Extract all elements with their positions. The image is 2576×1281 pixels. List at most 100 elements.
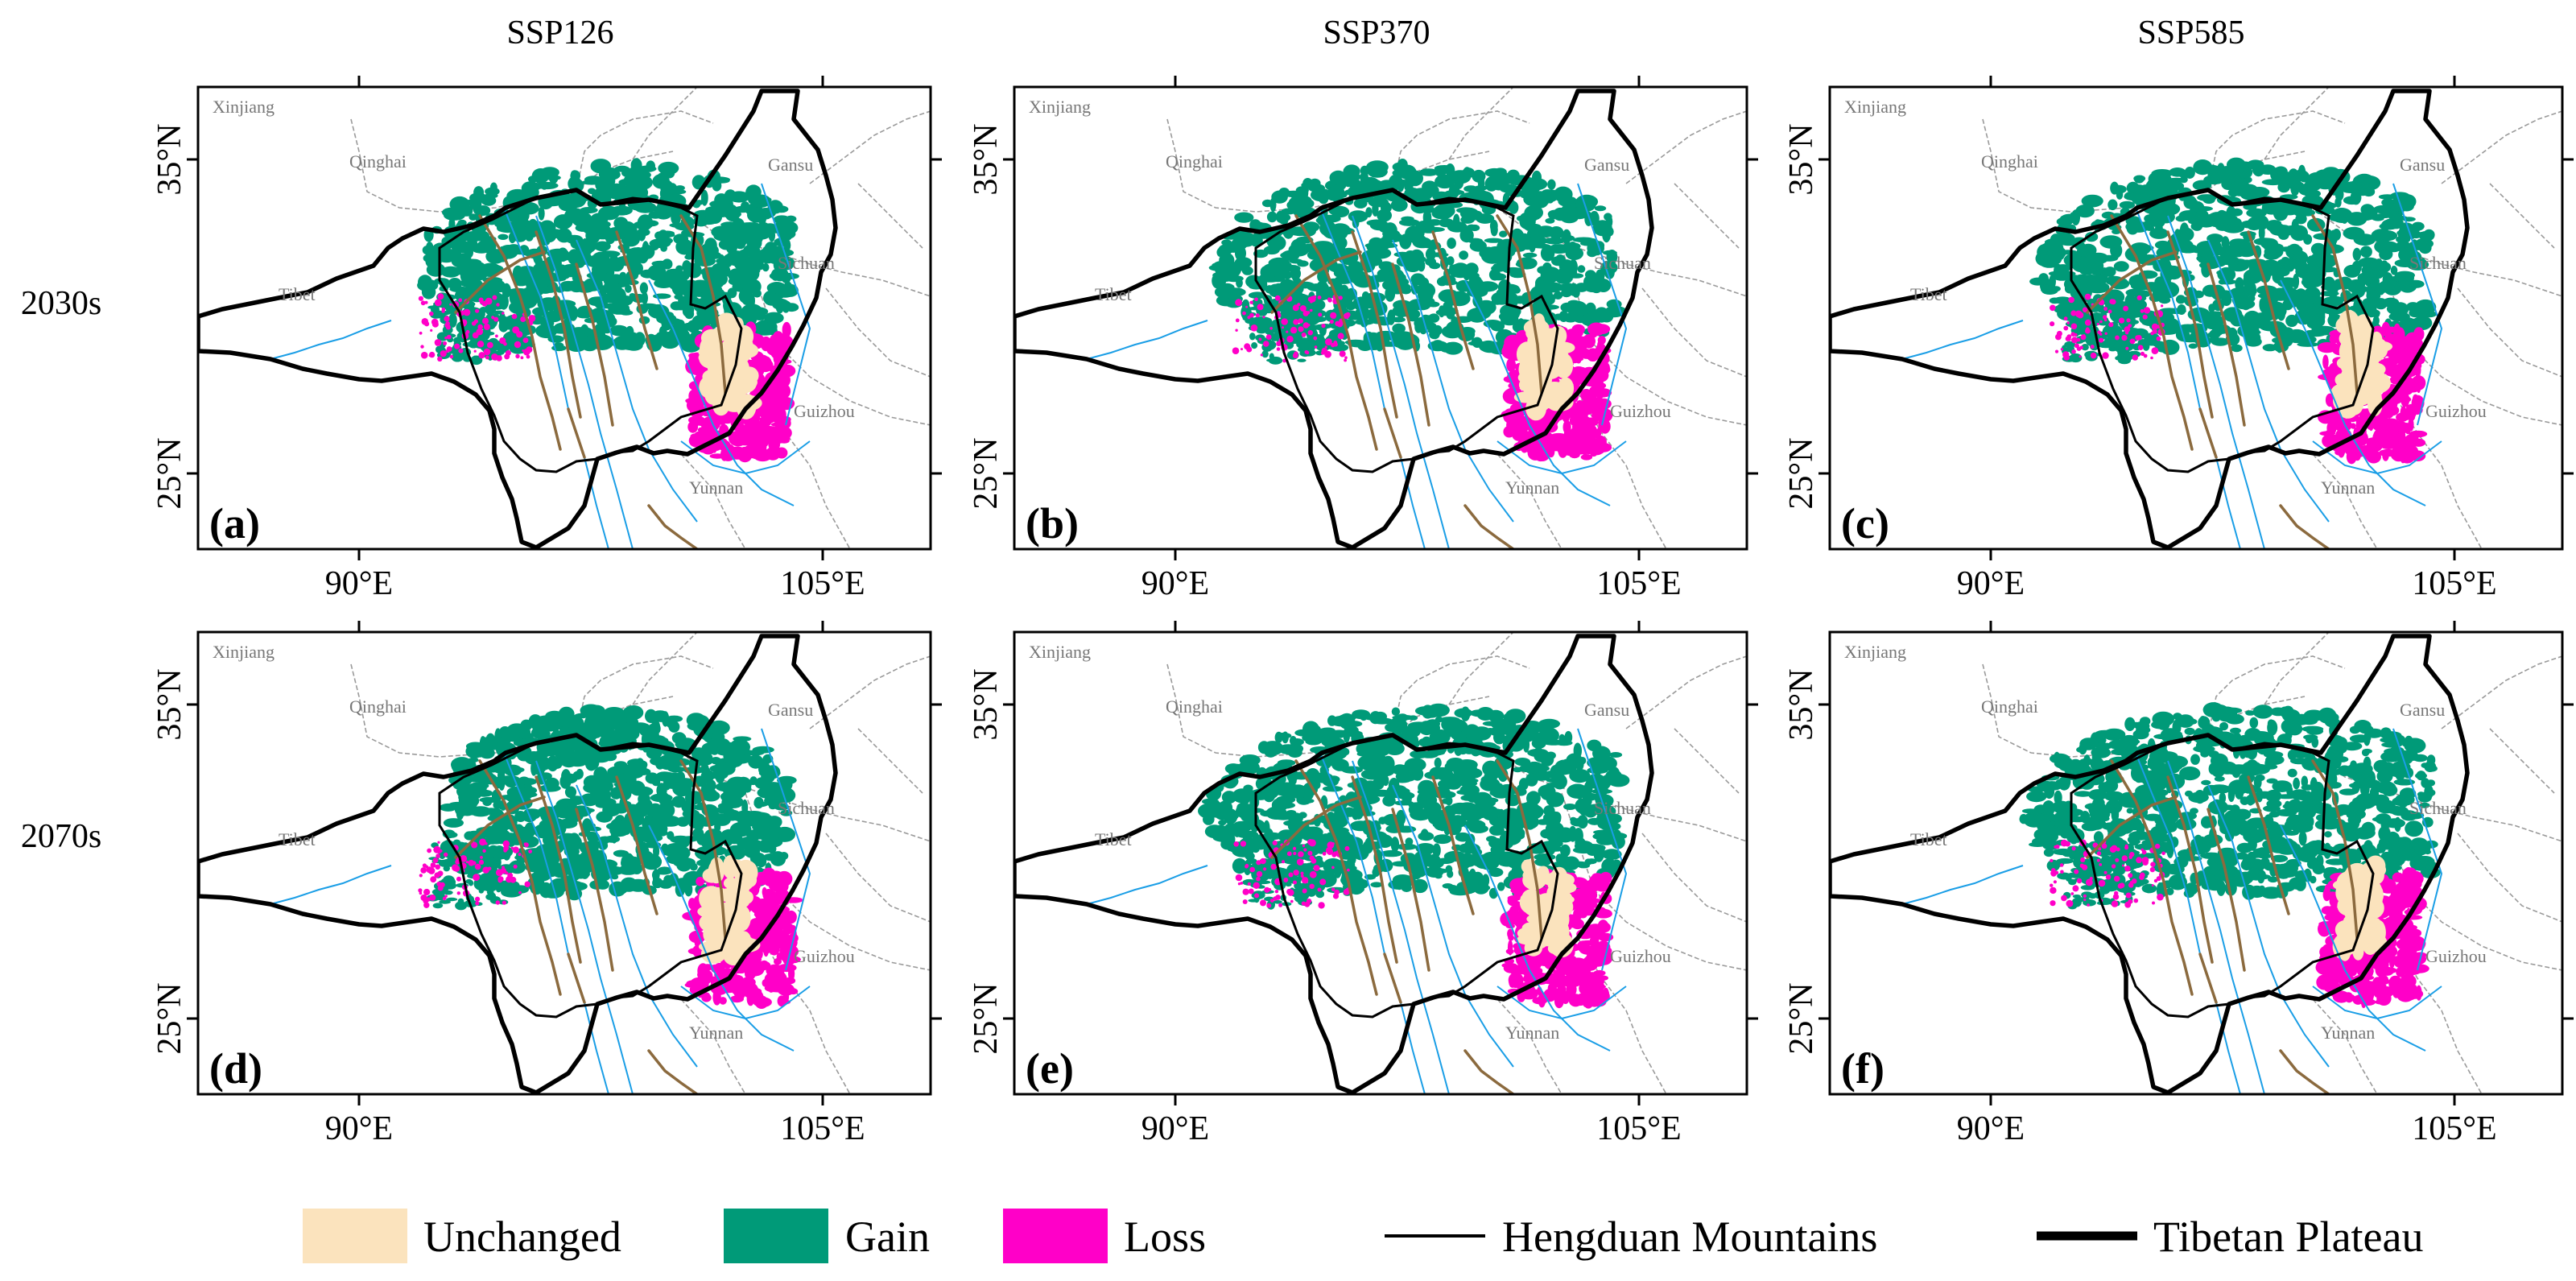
province-border bbox=[1448, 87, 1514, 160]
fault-line bbox=[567, 407, 586, 459]
fault-line bbox=[2110, 214, 2194, 451]
fault-line bbox=[535, 230, 582, 419]
map-panels: Xinjiang Qinghai Gansu Sichuan Tibet Guizhou Y… bbox=[151, 76, 2574, 1147]
river-line bbox=[1392, 784, 1514, 1068]
y-tick-label: 35°N bbox=[151, 668, 188, 740]
fault-line bbox=[1391, 808, 1430, 972]
panel-label: (b) bbox=[1026, 499, 1079, 548]
panel-frame bbox=[1828, 85, 2564, 551]
river-line bbox=[648, 824, 795, 1052]
fault-line bbox=[1351, 775, 1398, 964]
province-border bbox=[825, 287, 931, 378]
province-border bbox=[1496, 453, 1563, 549]
province-border bbox=[2264, 632, 2330, 705]
province-border bbox=[2312, 752, 2562, 842]
river-line bbox=[2207, 239, 2330, 523]
label-gansu: Gansu bbox=[768, 155, 813, 175]
column-header-ssp370: SSP370 bbox=[1323, 14, 1430, 52]
fault-line bbox=[535, 775, 582, 964]
province-border bbox=[2441, 655, 2562, 729]
label-gansu: Gansu bbox=[1584, 155, 1629, 175]
province-border bbox=[576, 110, 714, 191]
gain-area bbox=[1208, 159, 1626, 365]
river-line bbox=[2207, 784, 2330, 1068]
plateau-boundary bbox=[1014, 89, 1654, 549]
plateau-boundary bbox=[198, 634, 838, 1094]
province-border bbox=[745, 247, 931, 426]
fault-line bbox=[615, 230, 658, 370]
province-border bbox=[576, 655, 714, 736]
province-border bbox=[1166, 118, 1490, 213]
river-line bbox=[1086, 865, 1208, 905]
fault-line bbox=[478, 759, 562, 996]
label-sichuan: Sichuan bbox=[778, 798, 835, 818]
map-panel-d: Xinjiang Qinghai Gansu Sichuan Tibet Guizhou Y… bbox=[151, 621, 942, 1147]
river-line bbox=[503, 752, 609, 1094]
province-border bbox=[1674, 728, 1740, 794]
province-border bbox=[1625, 655, 1747, 729]
river-line bbox=[1352, 215, 1450, 549]
province-border bbox=[857, 728, 923, 794]
river-line bbox=[2280, 824, 2426, 1052]
label-qinghai: Qinghai bbox=[1166, 696, 1223, 717]
province-border bbox=[632, 87, 698, 160]
legend-hengduan-label: Hengduan Mountains bbox=[1502, 1213, 1877, 1261]
y-tick-label: 25°N bbox=[151, 437, 188, 509]
fault-line bbox=[575, 262, 614, 427]
fault-line bbox=[1270, 250, 1362, 314]
province-border bbox=[1166, 663, 1490, 758]
legend-loss-swatch bbox=[1003, 1209, 1108, 1263]
unchanged-area bbox=[1517, 859, 1577, 958]
x-tick-label: 90°E bbox=[1957, 1110, 2025, 1147]
label-guizhou: Guizhou bbox=[794, 946, 855, 966]
y-tick-label: 35°N bbox=[968, 123, 1005, 195]
panel-frame bbox=[196, 85, 932, 551]
x-tick-label: 90°E bbox=[325, 565, 393, 602]
river-line bbox=[1577, 183, 1628, 426]
label-guizhou: Guizhou bbox=[794, 401, 855, 421]
river-line bbox=[270, 320, 392, 360]
river-line bbox=[1577, 728, 1628, 971]
label-xinjiang: Xinjiang bbox=[213, 642, 275, 662]
unchanged-area bbox=[697, 855, 761, 966]
x-tick-label: 105°E bbox=[780, 1110, 865, 1147]
label-qinghai: Qinghai bbox=[1166, 151, 1223, 171]
fault-line bbox=[575, 808, 614, 972]
legend-plateau-label: Tibetan Plateau bbox=[2153, 1213, 2423, 1261]
river-line bbox=[2135, 752, 2241, 1094]
river-line bbox=[2312, 440, 2442, 475]
river-line bbox=[761, 728, 811, 971]
label-yunnan: Yunnan bbox=[689, 1023, 743, 1043]
fault-line bbox=[2247, 230, 2290, 370]
province-border bbox=[1674, 183, 1740, 249]
fault-line bbox=[454, 795, 546, 859]
province-border bbox=[350, 663, 674, 758]
panel-label: (d) bbox=[209, 1044, 262, 1093]
river-line bbox=[535, 215, 634, 549]
province-border bbox=[809, 655, 931, 729]
map-panel-e: Xinjiang Qinghai Gansu Sichuan Tibet Guizhou Y… bbox=[968, 621, 1758, 1147]
river-line bbox=[1496, 986, 1627, 1020]
legend-gain-swatch bbox=[724, 1209, 828, 1263]
province-border bbox=[809, 110, 931, 184]
river-line bbox=[2135, 207, 2241, 549]
label-qinghai: Qinghai bbox=[1981, 696, 2038, 717]
fault-line bbox=[615, 775, 658, 915]
map-panel-b: Xinjiang Qinghai Gansu Sichuan Tibet Guizhou Y… bbox=[968, 76, 1758, 602]
river-line bbox=[576, 239, 698, 523]
y-tick-label: 35°N bbox=[151, 123, 188, 195]
label-xinjiang: Xinjiang bbox=[213, 97, 275, 117]
y-tick-label: 35°N bbox=[1783, 123, 1820, 195]
label-sichuan: Sichuan bbox=[1594, 798, 1651, 818]
panel-label: (e) bbox=[1026, 1044, 1074, 1093]
label-yunnan: Yunnan bbox=[1505, 477, 1559, 498]
label-yunnan: Yunnan bbox=[1505, 1023, 1559, 1043]
label-gansu: Gansu bbox=[2400, 155, 2445, 175]
label-tibet: Tibet bbox=[279, 284, 316, 304]
label-guizhou: Guizhou bbox=[2425, 946, 2487, 966]
panel-frame bbox=[1013, 630, 1748, 1096]
unchanged-area bbox=[2332, 855, 2388, 961]
fault-line bbox=[2279, 1049, 2330, 1094]
label-tibet: Tibet bbox=[1910, 284, 1947, 304]
province-border bbox=[2312, 998, 2378, 1094]
